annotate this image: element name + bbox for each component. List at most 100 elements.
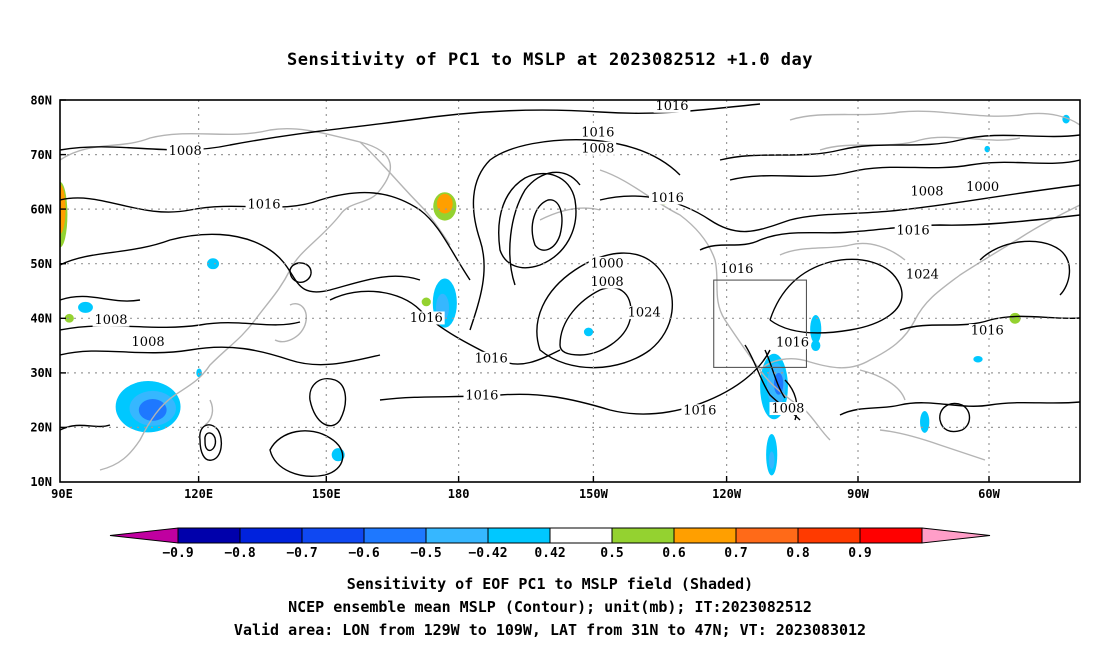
colorbar-label: −0.9 bbox=[162, 546, 193, 561]
contour-label: 1016 bbox=[581, 125, 614, 140]
sensitivity-patch bbox=[64, 313, 74, 323]
contour-label-background bbox=[903, 267, 941, 281]
lon-tick-label: 90W bbox=[847, 487, 869, 501]
lat-tick-label: 40N bbox=[30, 312, 52, 326]
colorbar-bin bbox=[425, 527, 489, 544]
caption-line-3: Valid area: LON from 129W to 109W, LAT f… bbox=[233, 621, 867, 639]
contour-label: 1016 bbox=[475, 351, 508, 366]
contour-label-background bbox=[625, 306, 663, 320]
contour-label-background bbox=[579, 141, 617, 155]
contour-label-background bbox=[648, 191, 686, 205]
contour-label: 1008 bbox=[132, 335, 165, 350]
sensitivity-patch bbox=[811, 340, 821, 352]
contour-label: 1008 bbox=[169, 144, 202, 159]
contour-label-background bbox=[166, 144, 204, 158]
sensitivity-patch bbox=[1009, 312, 1021, 324]
contour-label: 1008 bbox=[581, 141, 614, 156]
contour-label: 1000 bbox=[591, 256, 624, 271]
lon-tick-label: 120E bbox=[184, 487, 213, 501]
contour-label-background bbox=[968, 324, 1006, 338]
contour-label: 1016 bbox=[465, 388, 498, 403]
colorbar-label: 0.7 bbox=[724, 546, 747, 561]
lon-tick-label: 90E bbox=[51, 487, 73, 501]
lat-tick-labels: 80N 70N 60N 50N 40N 30N 20N 10N bbox=[30, 94, 52, 490]
contour-label-background bbox=[463, 388, 501, 402]
sensitivity-patch bbox=[583, 327, 594, 337]
contour-label-background bbox=[681, 404, 719, 418]
lat-tick-label: 50N bbox=[30, 257, 52, 271]
contour-label: 1016 bbox=[683, 404, 716, 419]
colorbar-label: 0.9 bbox=[848, 546, 871, 561]
lon-tick-label: 120W bbox=[712, 487, 742, 501]
colorbar-bin bbox=[301, 527, 365, 544]
valid-area-box bbox=[713, 279, 808, 368]
contour-label: 1008 bbox=[910, 184, 943, 199]
lon-tick-label: 60W bbox=[978, 487, 1000, 501]
coastlines bbox=[60, 110, 1080, 471]
mslp-contours bbox=[60, 103, 1080, 477]
colorbar-bin bbox=[859, 527, 923, 544]
sensitivity-patch bbox=[78, 301, 93, 313]
colorbar-bin bbox=[797, 527, 861, 544]
contour-label-background bbox=[908, 184, 946, 198]
map-background bbox=[60, 100, 1080, 482]
contour-label: 1016 bbox=[247, 197, 280, 212]
colorbar: −0.9 −0.8 −0.7 −0.6 −0.5 −0.42 0.42 0.5 0.6 0.7 0.… bbox=[109, 527, 991, 561]
lon-tick-labels: 90E 120E 150E 180 150W 120W 90W 60W bbox=[51, 487, 1000, 501]
contour-label: 1000 bbox=[966, 180, 999, 195]
sensitivity-patch bbox=[768, 451, 775, 469]
contour-label-background bbox=[407, 311, 445, 325]
chart-title: Sensitivity of PC1 to MSLP at 2023082512… bbox=[286, 50, 813, 70]
contour-label: 1016 bbox=[655, 99, 688, 114]
map-frame bbox=[59, 99, 1081, 483]
contour-label-background bbox=[579, 125, 617, 139]
colorbar-bin bbox=[735, 527, 799, 544]
contour-label: 1016 bbox=[410, 311, 443, 326]
contour-label-background bbox=[588, 256, 626, 270]
sensitivity-patch bbox=[436, 193, 453, 214]
contour-label: 1024 bbox=[906, 267, 939, 282]
contour-label-background bbox=[769, 402, 807, 416]
colorbar-high-triangle bbox=[921, 527, 991, 544]
colorbar-bin bbox=[549, 527, 613, 544]
lon-tick-label: 150E bbox=[312, 487, 341, 501]
colorbar-bin bbox=[239, 527, 303, 544]
colorbar-bin bbox=[177, 527, 241, 544]
contour-label: 1008 bbox=[94, 313, 127, 328]
axis-tick-marks bbox=[60, 99, 990, 482]
contour-label: 1016 bbox=[897, 224, 930, 239]
colorbar-low-triangle bbox=[109, 527, 179, 544]
contour-label: 1016 bbox=[776, 336, 809, 351]
lon-tick-label: 180 bbox=[448, 487, 470, 501]
colorbar-label: −0.8 bbox=[224, 546, 255, 561]
contour-label-background bbox=[718, 262, 756, 276]
contour-label-background bbox=[774, 336, 811, 350]
lon-tick-label: 150W bbox=[579, 487, 609, 501]
lat-tick-label: 20N bbox=[30, 421, 52, 435]
colorbar-label: 0.6 bbox=[662, 546, 686, 561]
contour-label: 1008 bbox=[591, 275, 624, 290]
lat-lon-grid bbox=[60, 100, 1080, 482]
lat-tick-label: 10N bbox=[30, 475, 52, 489]
lat-tick-label: 80N bbox=[30, 94, 52, 108]
contour-label-background bbox=[894, 224, 932, 238]
colorbar-label: −0.7 bbox=[286, 546, 317, 561]
lat-tick-label: 70N bbox=[30, 148, 52, 162]
caption-line-1: Sensitivity of EOF PC1 to MSLP field (Sh… bbox=[346, 575, 754, 593]
colorbar-label: 0.8 bbox=[786, 546, 810, 561]
contour-label-background bbox=[653, 100, 691, 113]
colorbar-label: 0.5 bbox=[600, 546, 623, 561]
colorbar-label: −0.42 bbox=[468, 546, 507, 561]
colorbar-label: −0.5 bbox=[410, 546, 441, 561]
sensitivity-patch bbox=[973, 355, 983, 363]
sensitivity-patch bbox=[196, 368, 202, 378]
colorbar-bin bbox=[611, 527, 675, 544]
contour-label: 1008 bbox=[771, 402, 804, 417]
sensitivity-patch bbox=[920, 411, 930, 433]
colorbar-bin bbox=[673, 527, 737, 544]
contour-label-background bbox=[129, 335, 167, 349]
lat-tick-label: 30N bbox=[30, 366, 52, 380]
contour-label-background bbox=[588, 275, 626, 289]
